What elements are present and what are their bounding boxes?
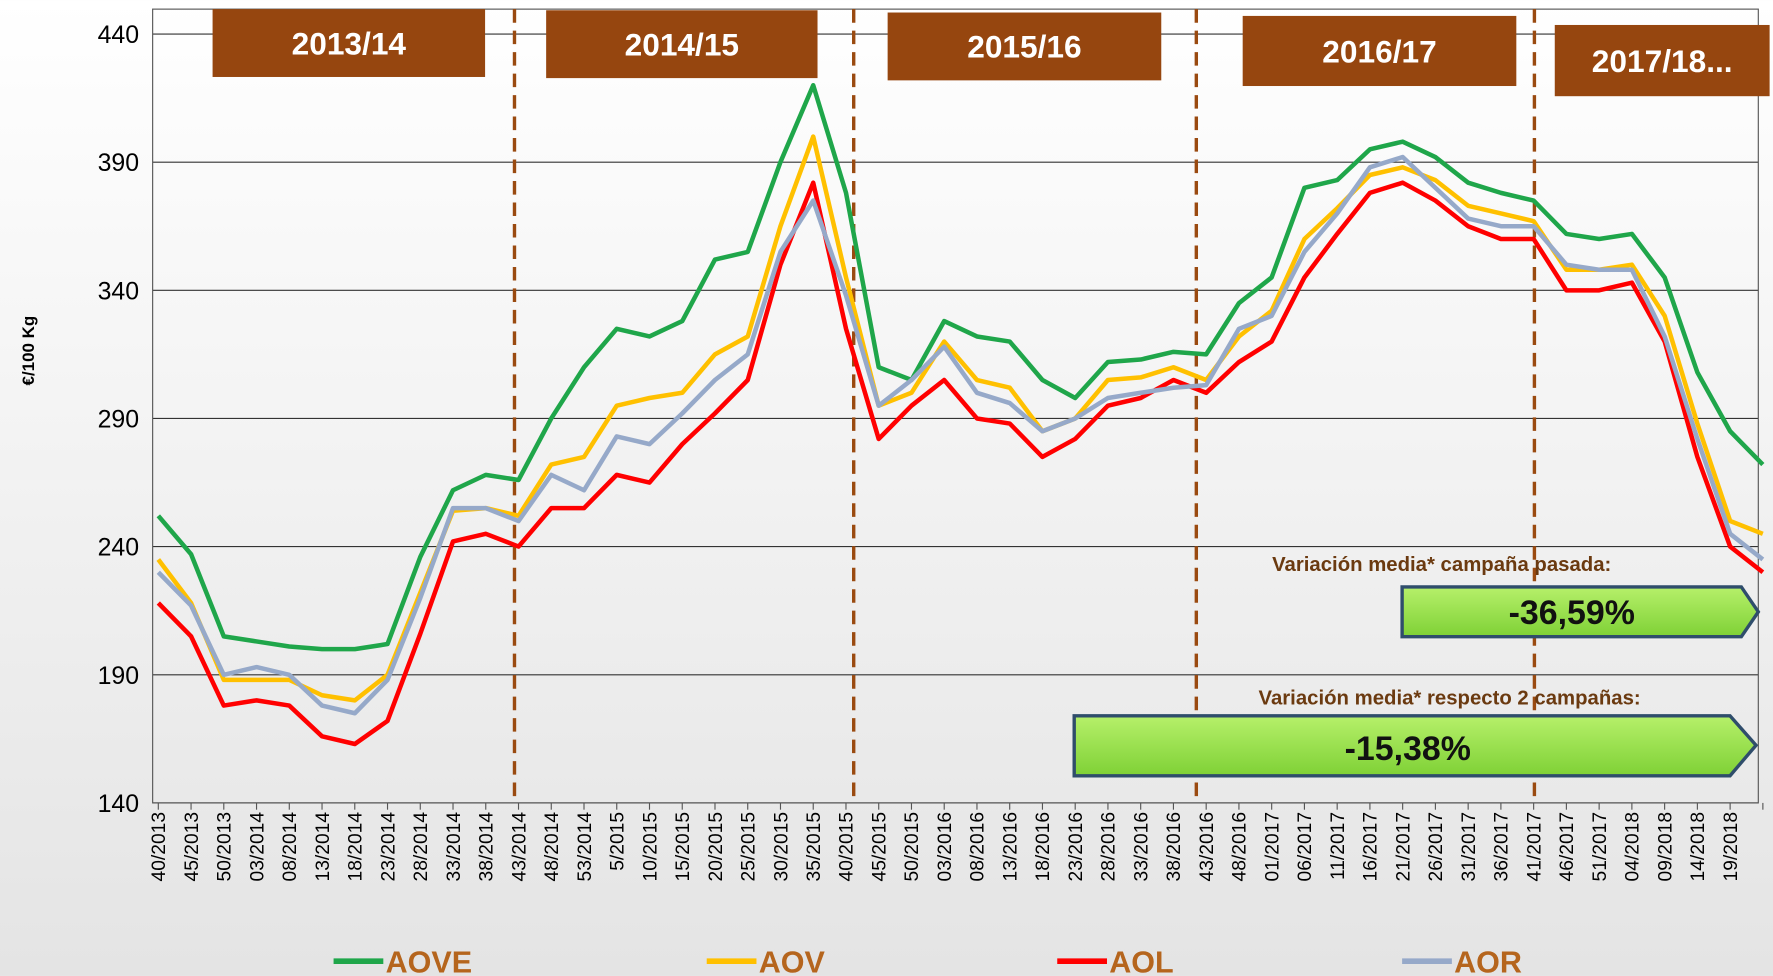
x-tick-label: 18/2014 [346,812,367,882]
x-tick-label: 23/2014 [378,812,399,882]
campaign-label: 2016/17 [1322,33,1436,69]
campaign-label: 2014/15 [625,26,739,62]
x-tick-label: 41/2017 [1524,812,1545,881]
x-tick-label: 23/2016 [1066,812,1087,881]
x-labels: 40/2013 45/2013 50/2013 03/2014 08/2014 13/20… [149,802,1764,882]
y-tick-label: 340 [98,277,139,305]
campaigns: 2013/14 2014/15 2015/16 2016/17 2017/18... [212,9,1770,803]
x-tick-label: 06/2017 [1295,812,1316,881]
x-tick-label: 53/2014 [575,812,596,882]
legend-label: AOVE [386,946,472,976]
x-tick-label: 5/2015 [608,812,629,871]
x-tick-label: 26/2017 [1426,812,1447,881]
x-tick-label: 31/2017 [1459,812,1480,881]
x-tick-label: 48/2016 [1230,812,1251,881]
x-tick-label: 15/2015 [673,812,694,881]
campaign-box [212,9,486,77]
campaign-label: 2015/16 [967,29,1081,65]
x-tick-label: 11/2017 [1328,812,1349,880]
x-tick-label: 51/2017 [1590,812,1611,881]
x-tick-label: 08/2014 [280,812,301,882]
x-tick-label: 28/2014 [411,812,432,882]
x-tick-label: 20/2015 [706,812,727,881]
grid: 140 190 240 290 340 390 440 [98,21,1759,818]
legend-label: AOV [759,946,826,976]
y-tick-label: 390 [98,149,139,177]
x-tick-label: 50/2013 [215,812,236,881]
x-tick-label: 45/2013 [182,812,203,881]
x-tick-label: 43/2016 [1197,812,1218,881]
x-tick-label: 14/2018 [1688,812,1709,881]
x-tick-label: 33/2014 [444,812,465,882]
legend-label: AOR [1454,946,1522,976]
y-tick-label: 440 [98,21,139,49]
y-tick-label: 190 [98,662,139,690]
x-tick-label: 38/2016 [1164,812,1185,881]
x-tick-label: 40/2013 [149,812,170,881]
legend: AOVE AOV AOL AOR [333,946,1522,976]
x-tick-label: 04/2018 [1623,812,1644,881]
series-line [156,180,1765,747]
x-tick-label: 40/2015 [837,812,858,881]
campaign-box [1554,24,1770,97]
campaign-box [887,12,1162,81]
x-tick-label: 25/2015 [739,812,760,881]
series-line [156,82,1765,652]
x-tick-label: 01/2017 [1262,812,1283,881]
x-tick-label: 36/2017 [1492,812,1513,881]
annotations: Variación media* campaña pasada: -36,59%… [1072,554,1761,778]
x-tick-label: 46/2017 [1557,812,1578,881]
lines [156,82,1765,747]
legend-label: AOL [1109,946,1173,976]
x-tick-label: 21/2017 [1393,812,1414,881]
x-tick-label: 35/2015 [804,812,825,881]
x-tick-label: 03/2014 [247,812,268,882]
x-tick-label: 48/2014 [542,812,563,882]
x-tick-label: 18/2016 [1033,812,1054,881]
x-tick-label: 30/2015 [771,812,792,881]
x-tick-label: 09/2018 [1655,812,1676,881]
x-tick-label: 10/2015 [640,812,661,881]
x-tick-label: 28/2016 [1099,812,1120,881]
annotation-value: -36,59% [1509,594,1635,632]
x-tick-label: 13/2014 [313,812,334,882]
x-tick-label: 33/2016 [1131,812,1152,881]
annotation-arrow [1072,714,1759,778]
x-tick-label: 38/2014 [477,812,498,882]
x-tick-label: 16/2017 [1361,812,1382,881]
campaign-label: 2013/14 [292,25,407,61]
plot-frame [152,8,1759,804]
x-tick-label: 03/2016 [935,812,956,881]
series-line [156,154,1765,716]
y-tick-label: 290 [98,406,139,434]
annotation-arrow [1400,585,1761,639]
y-axis-label: €/100 Kg [19,316,38,386]
campaign-label: 2017/18... [1592,43,1733,79]
x-tick-label: 43/2014 [509,812,530,882]
x-tick-label: 19/2018 [1721,812,1742,881]
x-tick-label: 45/2015 [870,812,891,881]
x-tick-label: 50/2015 [902,812,923,881]
annotation-text: Variación media* campaña pasada: [1272,554,1611,576]
annotation-text: Variación media* respecto 2 campañas: [1259,688,1641,710]
campaign-box [1242,15,1517,87]
x-tick-label: 13/2016 [1000,812,1021,881]
annotation-value: -15,38% [1345,730,1471,768]
y-tick-label: 240 [98,534,139,562]
x-tick-label: 08/2016 [968,812,989,881]
y-tick-label: 140 [98,790,139,818]
campaign-box [546,10,818,79]
